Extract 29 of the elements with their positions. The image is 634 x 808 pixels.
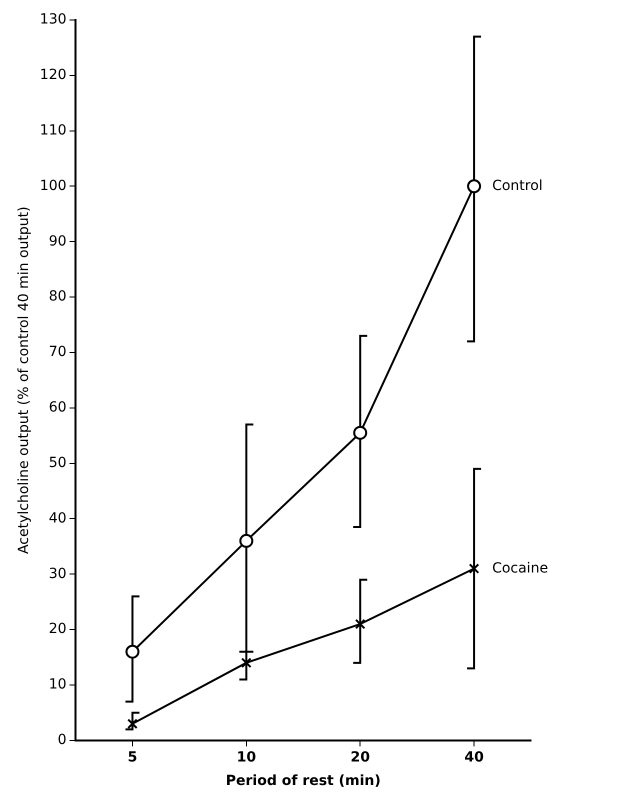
y-tick-label: 10 [48, 676, 67, 693]
point [354, 618, 366, 630]
y-tick-label: 60 [48, 400, 67, 416]
y-tick-label: 100 [40, 178, 67, 194]
y-tick-label: 80 [48, 288, 67, 305]
y-tick-label: 70 [48, 344, 67, 360]
point [467, 179, 482, 194]
y-tick-label: 30 [48, 566, 67, 582]
y-tick-label: 110 [40, 122, 67, 138]
y-tick-label: 120 [40, 67, 67, 84]
x-axis-title: Period of rest (min) [226, 773, 381, 790]
y-tick-label: 0 [58, 732, 67, 748]
point [353, 426, 368, 440]
series-label: Control [492, 178, 543, 194]
y-tick-label: 40 [48, 510, 67, 526]
y-tick-label: 90 [48, 233, 67, 250]
point [239, 534, 254, 548]
x-tick-label: 20 [350, 749, 370, 766]
y-tick-label: 130 [40, 12, 67, 28]
y-tick-label: 50 [48, 454, 67, 471]
x-tick-label: 5 [128, 749, 138, 766]
point [468, 563, 480, 574]
y-axis-title: Acetylcholine output (% of control 40 min output) [16, 206, 32, 554]
x-tick-label: 10 [236, 749, 256, 766]
point [125, 644, 140, 659]
x-tick-label: 40 [464, 749, 484, 766]
y-tick-label: 20 [48, 621, 67, 638]
point [241, 658, 252, 668]
series-label: Cocaine [492, 560, 548, 576]
